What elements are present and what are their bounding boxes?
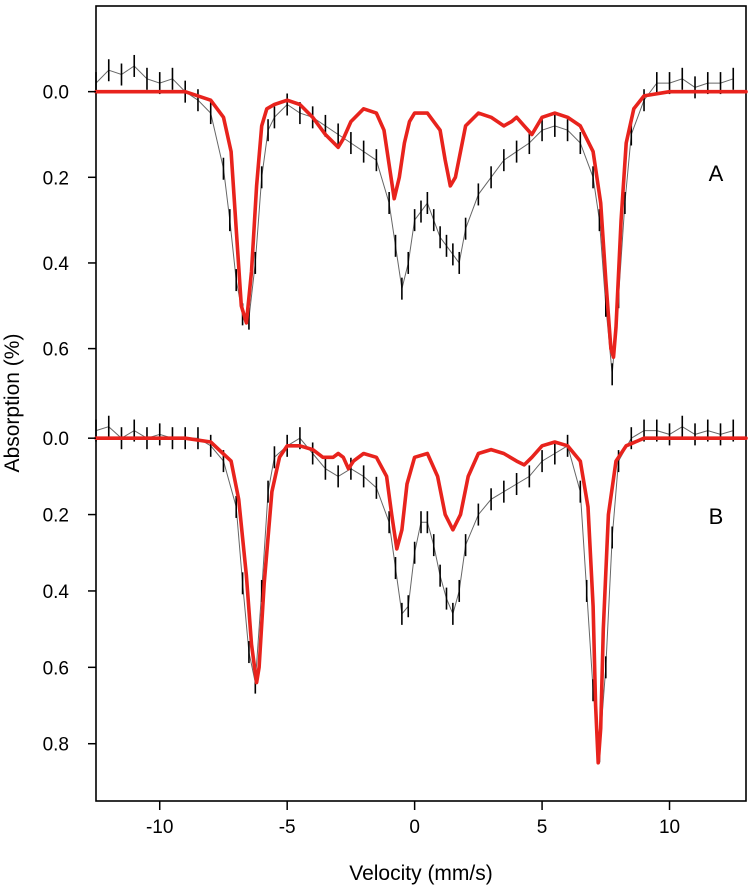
y-tick-label-panel-a: 0.0 [43,83,69,104]
panel-label-a: A [709,161,724,186]
x-tick-label: 5 [537,817,548,838]
y-tick-label-panel-a: 0.4 [43,254,70,275]
fit-curve-panel-a [94,89,748,360]
x-tick-label: 0 [409,817,420,838]
y-tick-label-panel-b: 0.6 [43,658,69,679]
y-tick-label-panel-b: 0.8 [43,735,69,756]
x-tick-label: 10 [659,817,680,838]
axes-layer: -10 -5 0 5 10 0.0 0.2 0.4 0.6 0.0 0.2 0.4 0.6 0.8 [43,83,681,838]
plot-frame [95,5,747,802]
data-layer [94,54,748,765]
measured-trace-panel-b [95,426,734,752]
fit-curve-panel-b [94,436,748,765]
y-axis-label: Absorption (%) [1,334,24,473]
x-axis-label: Velocity (mm/s) [349,862,493,885]
y-tick-label-panel-b: 0.4 [43,582,70,603]
x-tick-label: -5 [279,817,296,838]
y-tick-label-panel-a: 0.2 [43,168,69,189]
y-tick-label-panel-a: 0.6 [43,340,69,361]
y-tick-label-panel-b: 0.0 [43,429,69,450]
x-tick-label: -10 [146,817,173,838]
y-tick-label-panel-b: 0.2 [43,506,69,527]
panel-label-b: B [709,504,724,529]
